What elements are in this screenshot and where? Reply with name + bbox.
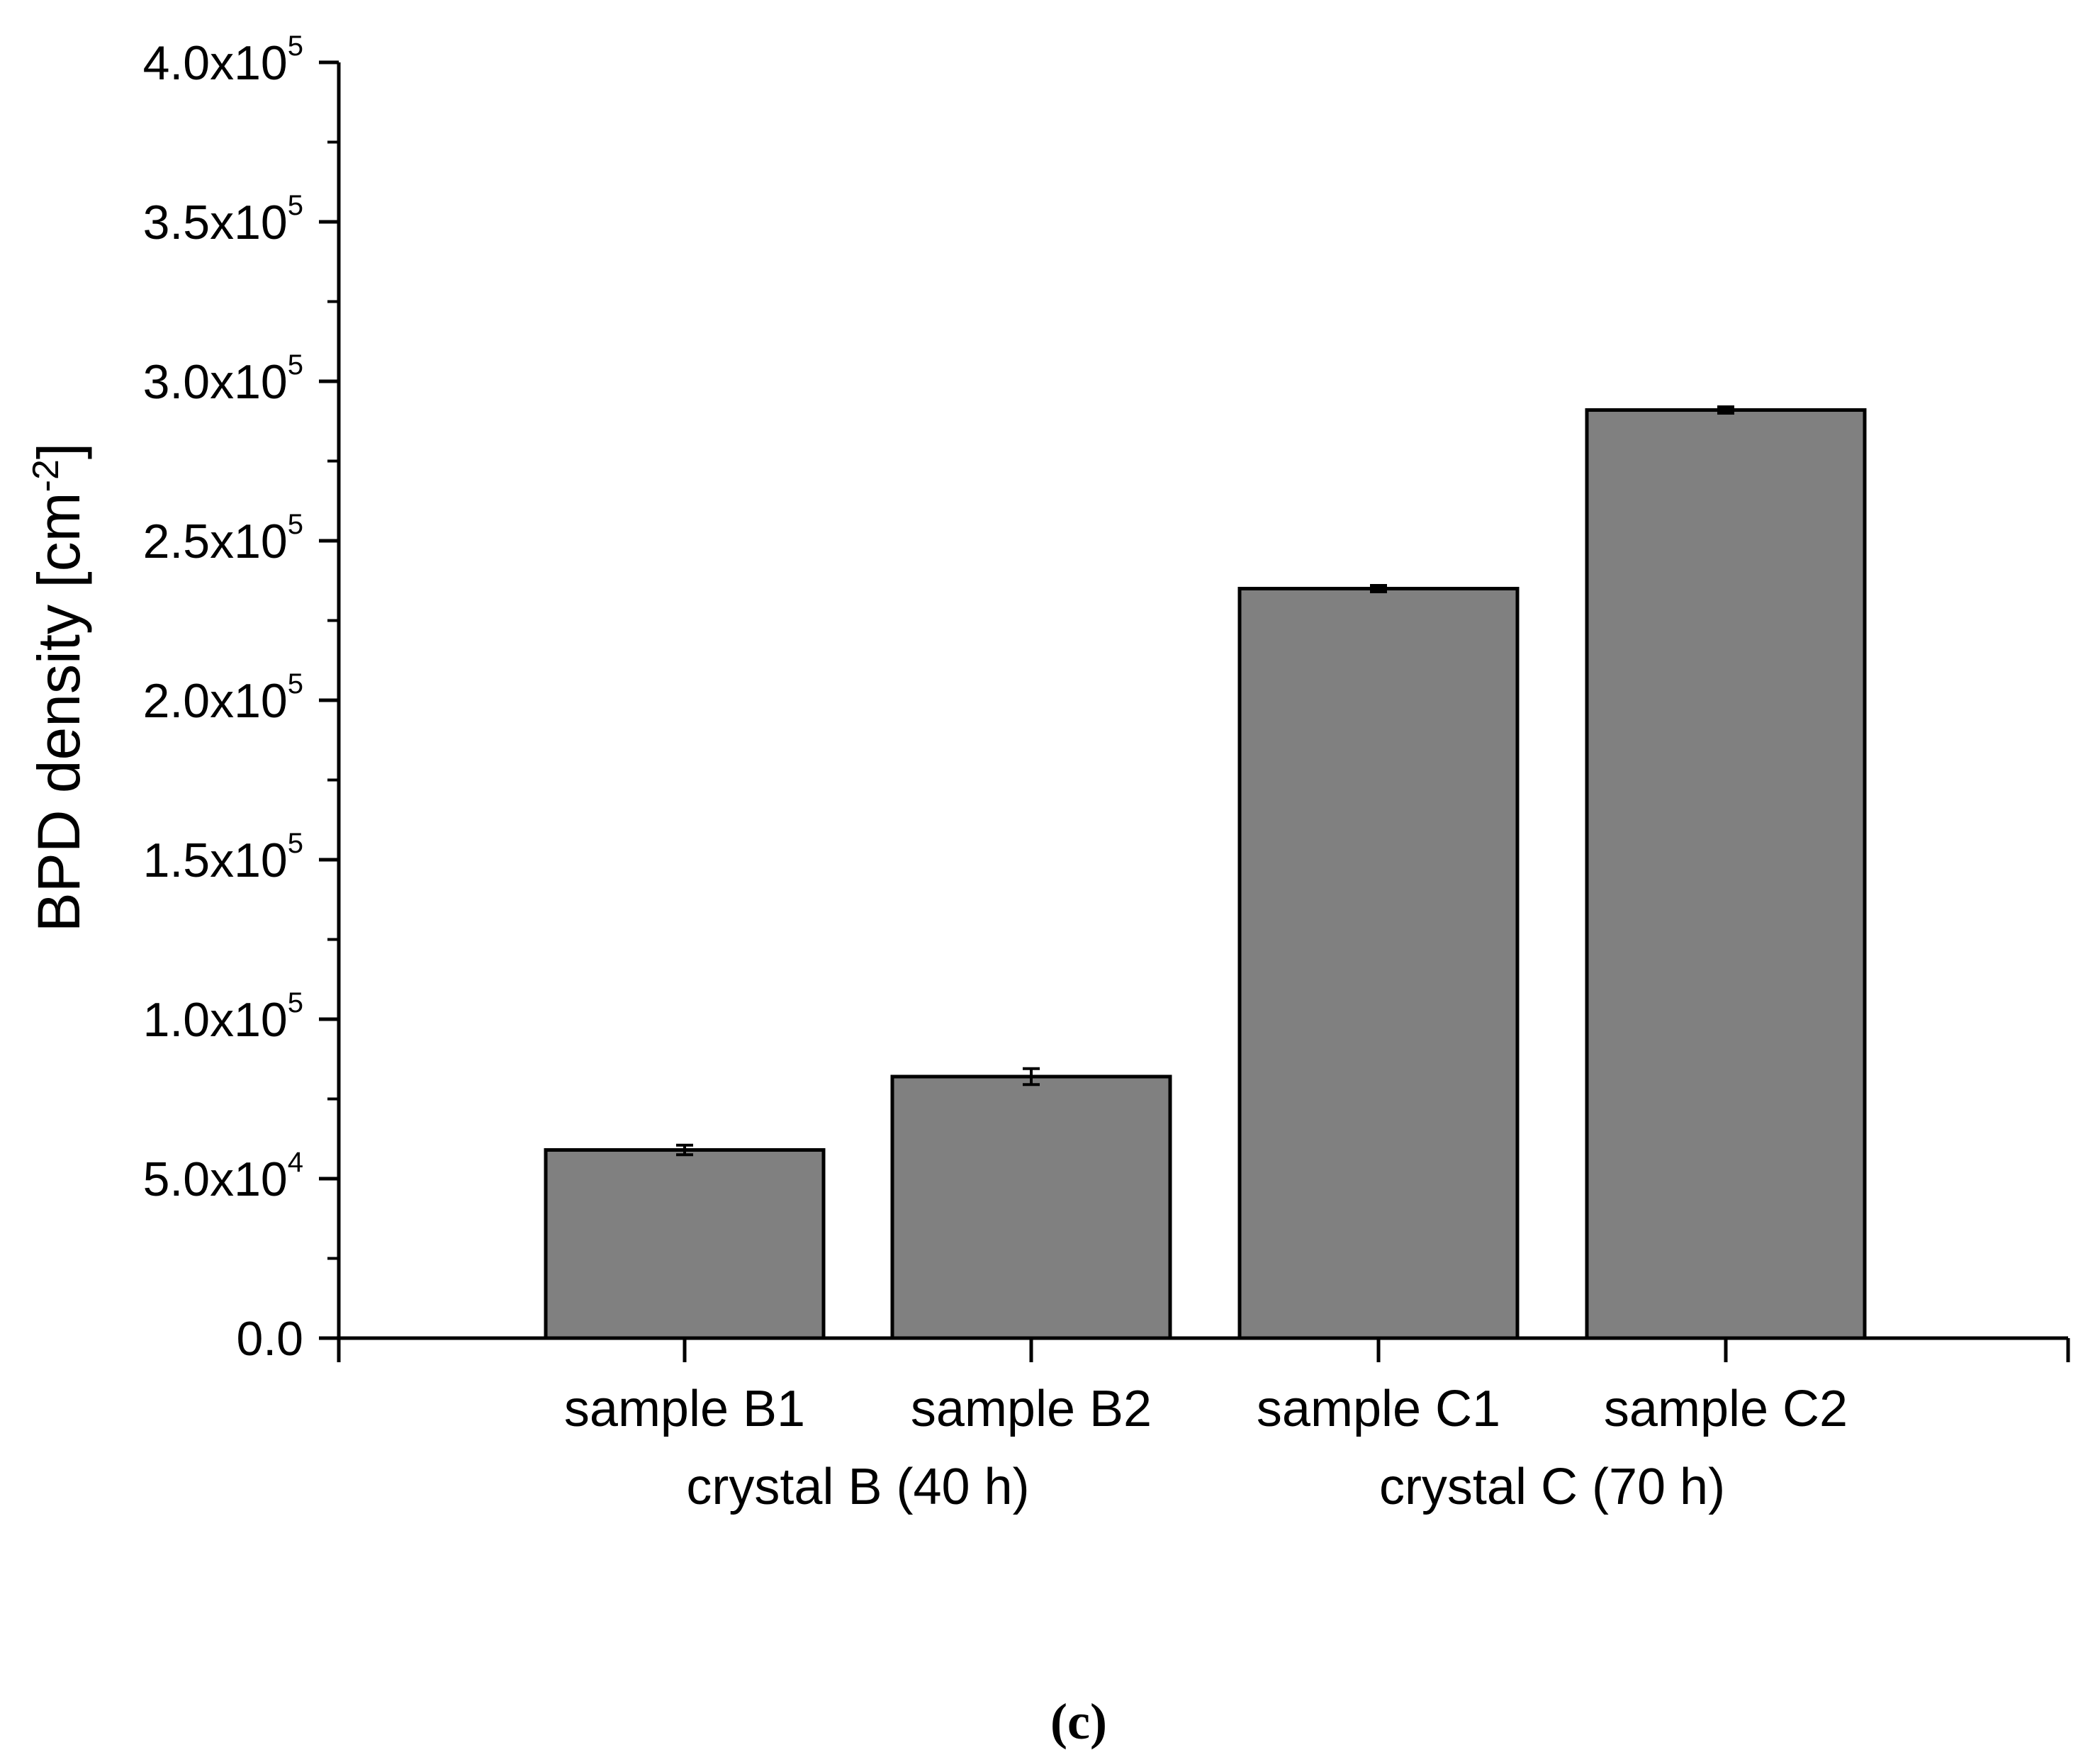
y-tick-label: 5.0x104 (143, 1147, 303, 1206)
y-tick-label: 0.0 (236, 1312, 303, 1366)
y-tick-label: 1.0x105 (143, 987, 303, 1047)
bar-sample-c1 (1237, 587, 1520, 1340)
error-bar-4 (1717, 405, 1734, 415)
y-tick-label: 3.5x105 (143, 190, 303, 249)
figure-caption: (c) (1050, 1693, 1107, 1750)
error-bar-3 (1370, 584, 1387, 593)
error-bar-2 (1023, 1067, 1040, 1087)
bar-sample-b2 (890, 1074, 1172, 1340)
y-tick-label: 2.0x105 (143, 668, 303, 728)
y-tick-label: 1.5x105 (143, 828, 303, 887)
group-label-2: crystal C (70 h) (1379, 1459, 1725, 1515)
bars-layer (544, 408, 1867, 1340)
axes-layer (319, 60, 2070, 1362)
group-label-1: crystal B (40 h) (686, 1459, 1029, 1515)
error-bars-layer (676, 405, 1734, 1157)
x-tick-label: sample B2 (911, 1381, 1152, 1437)
y-axis-label: BPD density [cm-2] (26, 443, 92, 932)
y-tick-label: 3.0x105 (143, 349, 303, 409)
y-tick-label: 2.5x105 (143, 509, 303, 568)
x-tick-label: sample C2 (1604, 1381, 1848, 1437)
bar-sample-c2 (1585, 408, 1867, 1340)
x-tick-label: sample C1 (1257, 1381, 1500, 1437)
x-tick-label: sample B1 (564, 1381, 805, 1437)
labels-layer: 0.0 5.0x104 1.0x105 1.5x105 2.0x105 2.5x105 3.… (143, 30, 1848, 1515)
bar-sample-b1 (544, 1148, 826, 1340)
y-tick-label: 4.0x105 (143, 30, 303, 90)
error-bar-1 (676, 1143, 693, 1157)
